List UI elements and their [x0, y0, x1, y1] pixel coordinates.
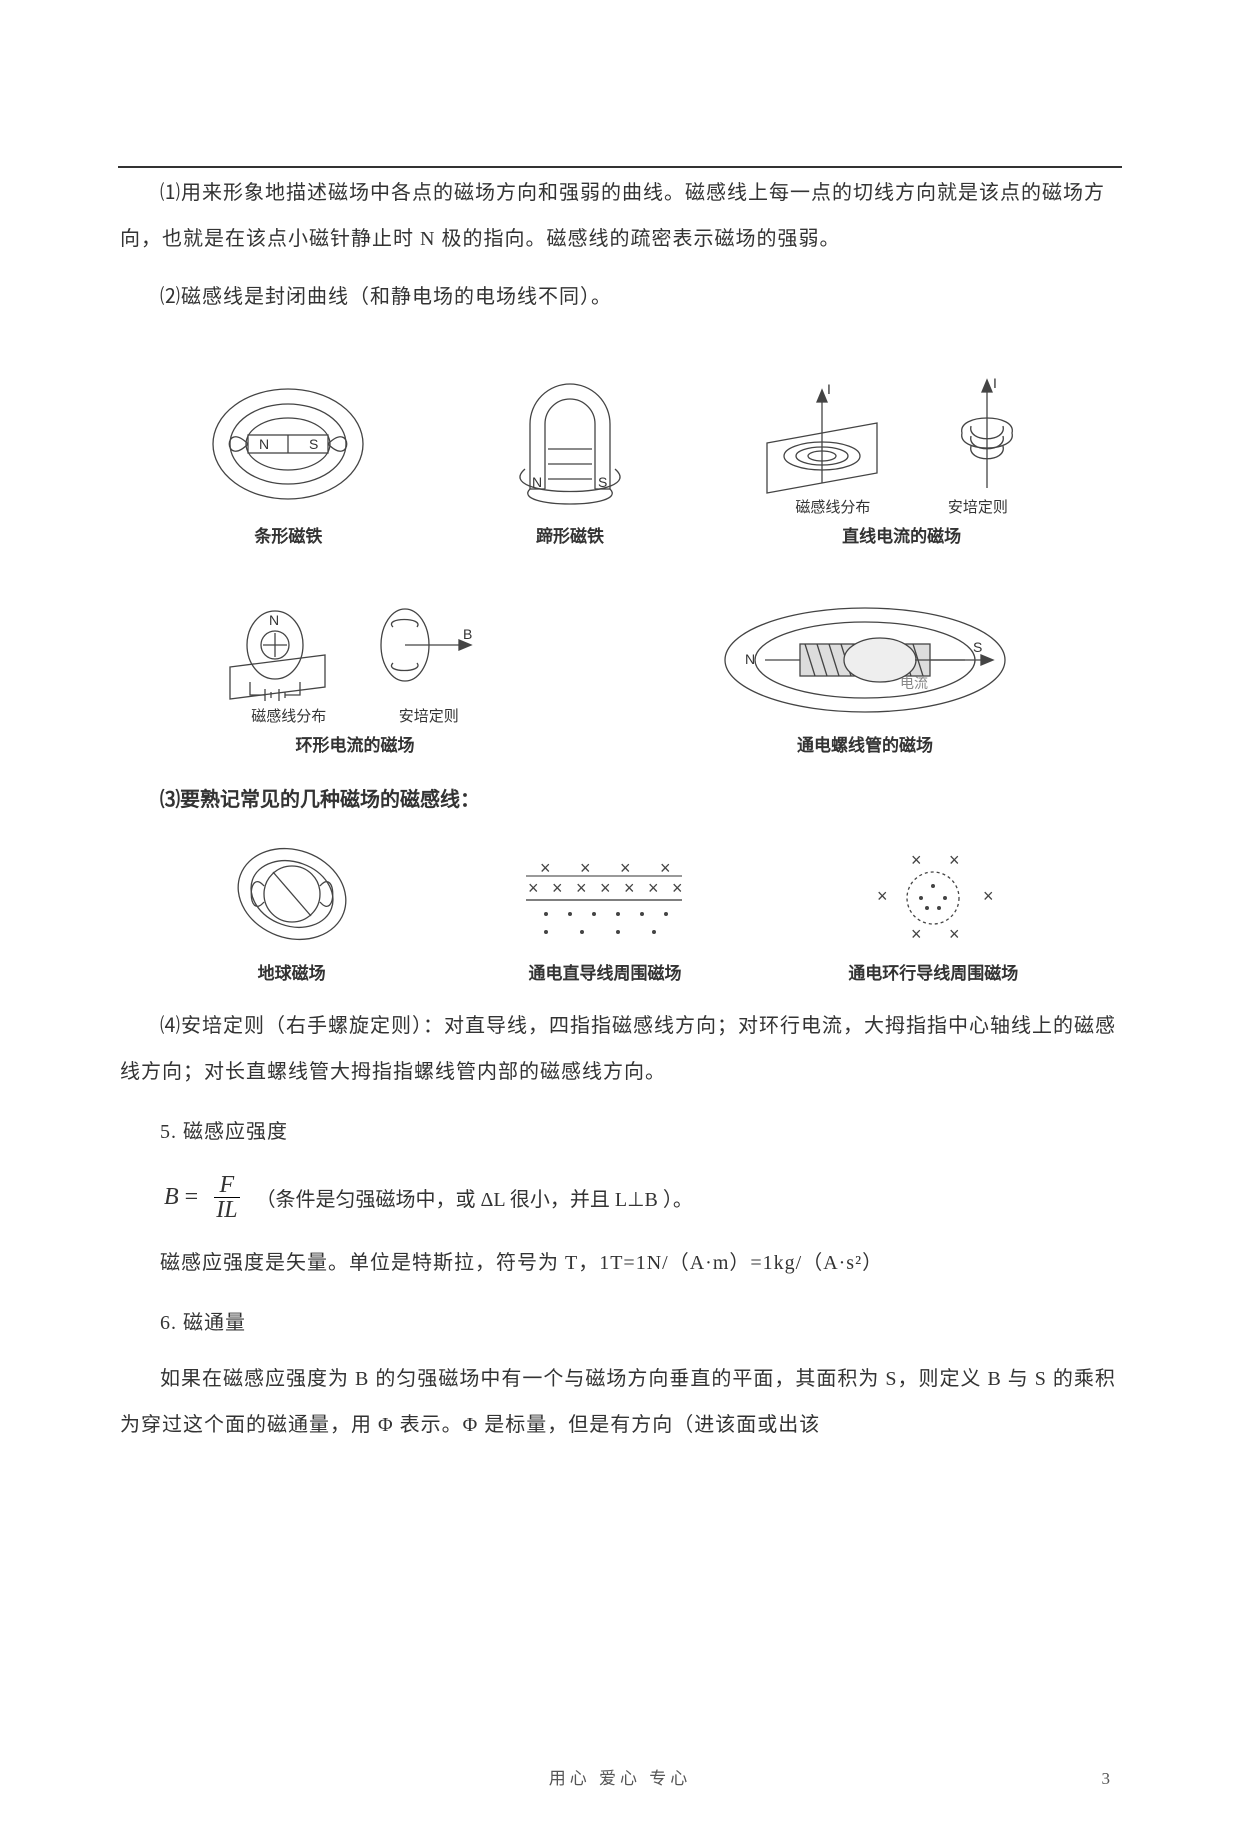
section-6-title: 6. 磁通量 — [120, 1300, 1120, 1346]
straight-wire-caption: 直线电流的磁场 — [757, 525, 1047, 549]
paragraph-2: ⑵磁感线是封闭曲线（和静电场的电场线不同）。 — [120, 274, 1120, 320]
formula-den: IL — [210, 1198, 243, 1222]
figure-straight-wire: I I 磁感线分布 安培定则 直线电流的磁场 — [757, 348, 1047, 549]
figure-wire-cross: ×××× ××××××× 通电直导线周围磁场 — [490, 846, 720, 986]
figure-horseshoe-magnet: N S 蹄形磁铁 — [470, 369, 670, 549]
loop-sub-right: 安培定则 — [399, 707, 459, 728]
svg-text:×: × — [672, 878, 683, 898]
svg-text:×: × — [580, 858, 591, 878]
loop-B-label: B — [463, 626, 472, 642]
figure-loop-current: N B 磁感线分布 安培定则 环形电流的磁场 — [215, 567, 495, 758]
svg-text:×: × — [911, 850, 922, 870]
top-rule — [118, 166, 1122, 168]
I-label-2: I — [993, 375, 997, 391]
wire-cross-svg: ×××× ××××××× — [490, 846, 720, 956]
paragraph-4: ⑷安培定则（右手螺旋定则）：对直导线，四指指磁感线方向；对环行电流，大拇指指中心… — [120, 1003, 1120, 1095]
sol-current-label: 电流 — [900, 675, 928, 691]
svg-text:×: × — [528, 878, 539, 898]
horseshoe-svg: N S — [470, 369, 670, 519]
earth-svg — [207, 836, 377, 956]
section-5-title: 5. 磁感应强度 — [120, 1109, 1120, 1155]
paragraph-1: ⑴用来形象地描述磁场中各点的磁场方向和强弱的曲线。磁感线上每一点的切线方向就是该… — [120, 170, 1120, 262]
svg-text:×: × — [983, 886, 994, 906]
figure-row-1: N S 条形磁铁 — [120, 348, 1120, 985]
paragraph-3-label: ⑶要熟记常见的几种磁场的磁感线： — [120, 780, 1120, 820]
svg-text:×: × — [576, 878, 587, 898]
I-label-1: I — [827, 381, 831, 397]
loop-cross-caption: 通电环行导线周围磁场 — [833, 962, 1033, 986]
svg-text:×: × — [624, 878, 635, 898]
svg-text:×: × — [660, 858, 671, 878]
svg-text:S: S — [598, 474, 607, 490]
formula-fraction: F IL — [210, 1173, 243, 1222]
svg-text:×: × — [620, 858, 631, 878]
formula-note: （条件是匀强磁场中，或 ΔL 很小，并且 L⊥B ）。 — [256, 1183, 693, 1212]
svg-text:S: S — [309, 436, 318, 452]
formula-num: F — [214, 1173, 241, 1198]
sol-N-label: N — [745, 651, 755, 667]
formula-B: B = F IL （条件是匀强磁场中，或 ΔL 很小，并且 L⊥B ）。 — [164, 1173, 1120, 1222]
solenoid-caption: 通电螺线管的磁场 — [705, 734, 1025, 758]
figure-bar-magnet: N S 条形磁铁 — [193, 369, 383, 549]
formula-eq: = — [185, 1184, 199, 1211]
svg-text:N: N — [259, 436, 269, 452]
horseshoe-caption: 蹄形磁铁 — [470, 525, 670, 549]
svg-text:×: × — [648, 878, 659, 898]
earth-caption: 地球磁场 — [207, 962, 377, 986]
straight-wire-sub-left: 磁感线分布 — [795, 498, 870, 519]
straight-wire-sub-right: 安培定则 — [948, 498, 1008, 519]
bar-magnet-caption: 条形磁铁 — [193, 525, 383, 549]
svg-text:×: × — [540, 858, 551, 878]
figure-earth-field: 地球磁场 — [207, 836, 377, 986]
loop-caption: 环形电流的磁场 — [215, 734, 495, 758]
svg-text:×: × — [911, 924, 922, 944]
footer-motto: 用心 爱心 专心 — [0, 1764, 1240, 1789]
bar-magnet-svg: N S — [193, 369, 383, 519]
solenoid-svg: N S 电流 — [705, 588, 1025, 728]
straight-wire-svg: I I — [757, 348, 1047, 498]
sol-S-label: S — [973, 639, 982, 655]
wire-cross-caption: 通电直导线周围磁场 — [490, 962, 720, 986]
loop-N-label: N — [269, 612, 279, 628]
svg-text:×: × — [949, 850, 960, 870]
section-6-p1: 如果在磁感应强度为 B 的匀强磁场中有一个与磁场方向垂直的平面，其面积为 S，则… — [120, 1356, 1120, 1448]
loop-sub-left: 磁感线分布 — [251, 707, 326, 728]
loop-current-svg: N B — [215, 567, 495, 707]
section-5-p2: 磁感应强度是矢量。单位是特斯拉，符号为 T，1T=1N/（A·m）=1kg/（A… — [120, 1240, 1120, 1286]
formula-lhs: B — [164, 1184, 179, 1211]
svg-text:×: × — [949, 924, 960, 944]
svg-text:×: × — [877, 886, 888, 906]
page-content: ⑴用来形象地描述磁场中各点的磁场方向和强弱的曲线。磁感线上每一点的切线方向就是该… — [0, 80, 1240, 1520]
page-number: 3 — [1102, 1769, 1111, 1789]
svg-text:×: × — [600, 878, 611, 898]
svg-text:×: × — [552, 878, 563, 898]
figure-solenoid: N S 电流 通电螺线管的磁场 — [705, 588, 1025, 758]
loop-cross-svg: × × × × × × — [833, 846, 1033, 956]
figure-loop-cross: × × × × × × 通电环行导线周围磁场 — [833, 846, 1033, 986]
svg-text:N: N — [532, 474, 542, 490]
